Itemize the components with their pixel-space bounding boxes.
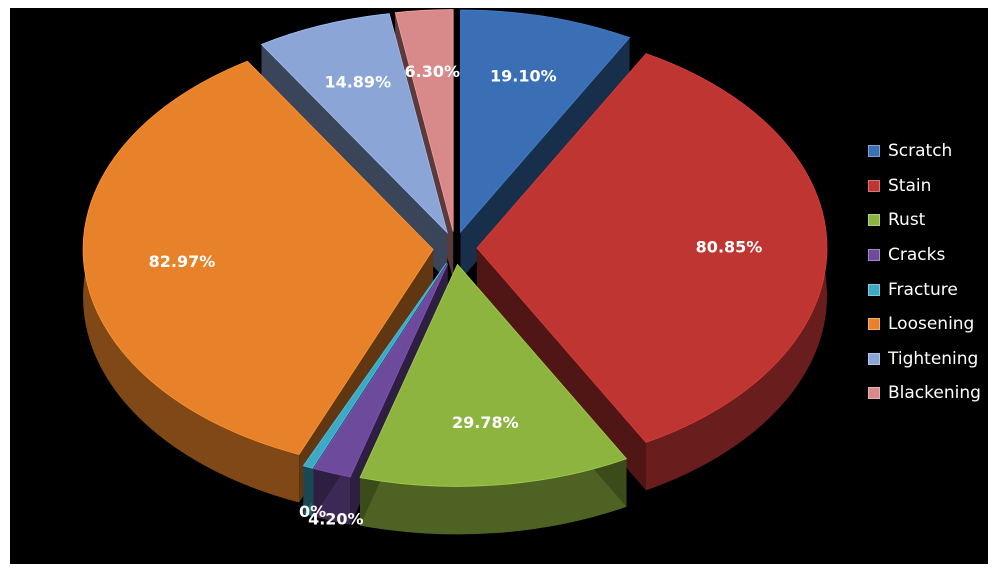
slice-top-cracks — [313, 263, 449, 478]
legend-item-fracture: Fracture — [868, 272, 998, 307]
legend-item-rust: Rust — [868, 203, 998, 238]
data-label-loosening: 82.97% — [149, 252, 216, 271]
data-label-stain: 80.85% — [696, 238, 763, 257]
slice-top-blackening — [394, 9, 454, 232]
slice-rust — [359, 263, 628, 535]
legend-swatch — [868, 352, 880, 365]
legend-label: Rust — [888, 210, 926, 231]
data-label-cracks: 4.20% — [308, 509, 364, 528]
slice-side-rust — [360, 458, 627, 535]
data-label-fracture: 0% — [299, 502, 326, 521]
legend-item-stain: Stain — [868, 169, 998, 204]
legend-swatch — [868, 179, 880, 192]
legend-swatch — [868, 283, 880, 296]
slice-top-loosening — [82, 60, 434, 455]
data-labels: 6.30% 19.10% 14.89% 80.85% 82.97% 0%4.20% 29.7… — [149, 62, 763, 528]
data-label-rust: 29.78% — [452, 413, 519, 432]
pie-slices — [82, 9, 828, 535]
slice-top-rust — [359, 263, 628, 487]
legend-label: Fracture — [888, 279, 958, 300]
data-label-blackening: 6.30% — [404, 62, 460, 81]
legend-swatch — [868, 249, 880, 262]
slice-top-fracture — [302, 262, 447, 469]
legend-label: Scratch — [888, 141, 953, 162]
legend: Scratch Stain Rust Cracks Fracture Loosening T… — [868, 134, 998, 411]
legend-swatch — [868, 387, 880, 400]
slice-top-stain — [476, 53, 828, 443]
legend-swatch — [868, 318, 880, 331]
data-label-scratch: 19.10% — [490, 67, 557, 86]
legend-label: Cracks — [888, 245, 946, 266]
slice-wall-stain-1 — [477, 248, 647, 491]
legend-label: Tightening — [888, 348, 979, 369]
legend-item-tightening: Tightening — [868, 342, 998, 377]
slice-top-scratch — [460, 9, 631, 234]
legend-label: Stain — [888, 175, 932, 196]
slice-loosening — [82, 60, 434, 503]
legend-item-blackening: Blackening — [868, 376, 998, 411]
legend-item-cracks: Cracks — [868, 238, 998, 273]
legend-swatch — [868, 214, 880, 227]
legend-swatch — [868, 145, 880, 158]
slice-top-tightening — [260, 13, 448, 234]
slice-stain — [476, 53, 828, 491]
chart-frame: 6.30% 19.10% 14.89% 80.85% 82.97% 0% 4.20% 29.7… — [10, 8, 988, 564]
data-label-tightening: 14.89% — [324, 73, 391, 92]
legend-item-scratch: Scratch — [868, 134, 998, 169]
pie-chart: 6.30% 19.10% 14.89% 80.85% 82.97% 0%4.20% 29.7… — [82, 9, 828, 535]
legend-label: Loosening — [888, 314, 975, 335]
legend-label: Blackening — [888, 383, 981, 404]
legend-item-loosening: Loosening — [868, 307, 998, 342]
